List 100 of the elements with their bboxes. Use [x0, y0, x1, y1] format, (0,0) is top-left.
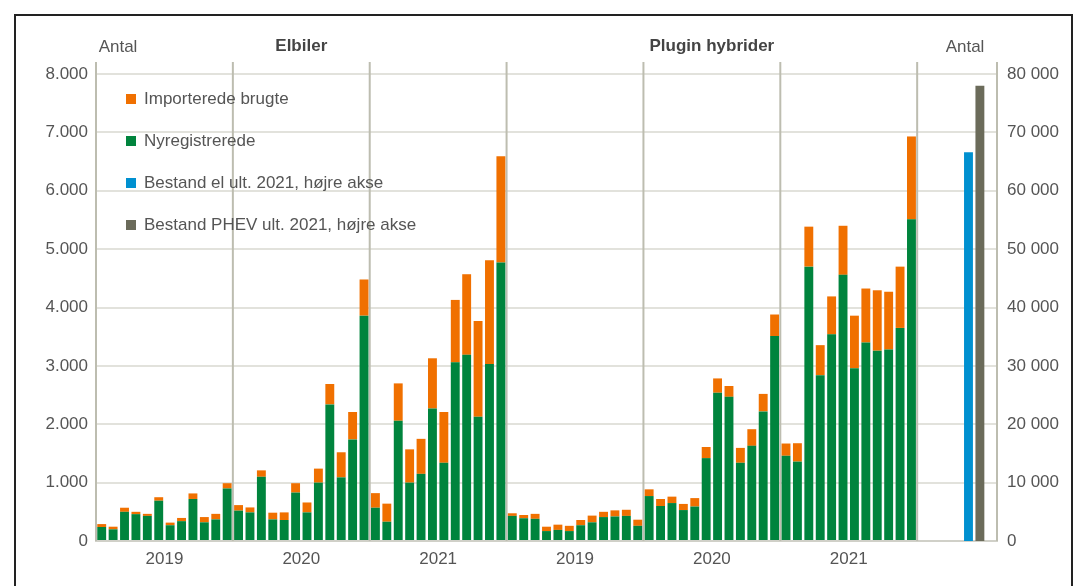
bar: [473, 416, 483, 540]
bar: [393, 383, 403, 421]
bar: [370, 493, 380, 508]
x-tick-label: 2019: [556, 548, 594, 568]
bar: [382, 521, 392, 540]
bar: [348, 439, 358, 540]
text: Elbiler: [275, 35, 328, 55]
bar: [428, 408, 437, 540]
bar: [644, 489, 654, 497]
bar: [108, 529, 118, 540]
bar: [553, 524, 563, 530]
bar: [370, 507, 380, 540]
x-tick-label: 2019: [145, 548, 184, 568]
bar: [120, 511, 129, 540]
y-tick-label: 4.000: [45, 297, 88, 317]
bar: [325, 404, 335, 540]
bar: [291, 492, 301, 540]
bar: [154, 497, 164, 501]
bar: [302, 512, 312, 540]
y2-tick-label: 40 000: [1007, 297, 1059, 317]
bar: [519, 518, 529, 540]
bar: [245, 507, 255, 513]
y2-tick-label: 80 000: [1007, 63, 1059, 83]
bar: [678, 510, 688, 540]
y-tick-label: 1.000: [45, 472, 88, 492]
bar: [690, 506, 700, 540]
y-axis-title: Antal: [98, 36, 138, 56]
y-tick-label: 5.000: [45, 238, 88, 258]
bar: [279, 519, 289, 540]
bar: [713, 392, 723, 540]
bar: [792, 443, 802, 462]
y-tick-label: 2.000: [45, 413, 88, 433]
bar: [416, 473, 426, 540]
bar: [792, 461, 802, 540]
bar: [177, 517, 186, 522]
y-tick-label: 8.000: [45, 63, 88, 83]
bar: [268, 519, 278, 540]
bar: [188, 498, 198, 540]
bar: [291, 483, 301, 493]
bar: [348, 411, 358, 440]
bar: [530, 518, 540, 540]
bar: [849, 315, 859, 369]
y2-tick-label: 30 000: [1007, 355, 1059, 375]
bar: [405, 449, 415, 483]
bar: [542, 526, 551, 532]
bar: [245, 512, 255, 540]
bar: [120, 507, 129, 512]
bar: [211, 519, 221, 540]
bar: [872, 350, 882, 540]
y-tick-label: 6.000: [45, 180, 88, 200]
bar: [678, 503, 688, 511]
bar: [599, 511, 608, 518]
bar: [507, 515, 517, 540]
bar: [770, 314, 780, 337]
bar: [564, 531, 574, 540]
bar: [222, 483, 232, 489]
y-tick-label: 7.000: [45, 122, 88, 142]
bar: [359, 279, 369, 316]
bar: [815, 345, 825, 376]
bar: [621, 509, 631, 516]
y-tick-label: 0: [78, 530, 88, 550]
x-tick-label: 2020: [282, 548, 321, 568]
bar: [895, 266, 905, 328]
bar: [154, 500, 164, 540]
bar: [781, 455, 791, 540]
bar: [439, 462, 449, 540]
bar: [724, 396, 734, 540]
y2-tick-label: 60 000: [1007, 180, 1059, 200]
bar: [336, 477, 346, 540]
bar: [496, 156, 506, 263]
bar: [735, 462, 745, 540]
bar: [838, 274, 848, 540]
text: Plugin hybrider: [649, 35, 775, 55]
legend-label: Nyregistrerede: [144, 131, 256, 151]
bar: [450, 299, 460, 363]
y2-tick-label: 70 000: [1007, 122, 1059, 142]
bar: [701, 447, 711, 459]
bar: [416, 438, 426, 474]
bar: [542, 531, 551, 540]
bar: [872, 290, 882, 351]
bar: [815, 375, 825, 540]
bar: [884, 291, 894, 350]
bar: [405, 482, 415, 540]
bar: [564, 525, 574, 532]
bar: [804, 266, 814, 540]
bar: [576, 519, 586, 526]
bar: [827, 296, 837, 335]
bar: [496, 262, 506, 540]
bar: [667, 503, 677, 540]
x-tick-label: 2020: [692, 548, 731, 568]
bar: [382, 503, 392, 522]
bar: [485, 260, 494, 365]
y2-axis-title: Antal: [945, 36, 985, 56]
bar: [462, 354, 472, 540]
bar: [690, 498, 700, 507]
bar: [177, 521, 186, 540]
bar: [633, 525, 643, 540]
bar: [713, 378, 723, 393]
bar: [359, 315, 369, 540]
legend-label: Bestand el ult. 2021, højre akse: [144, 173, 384, 193]
